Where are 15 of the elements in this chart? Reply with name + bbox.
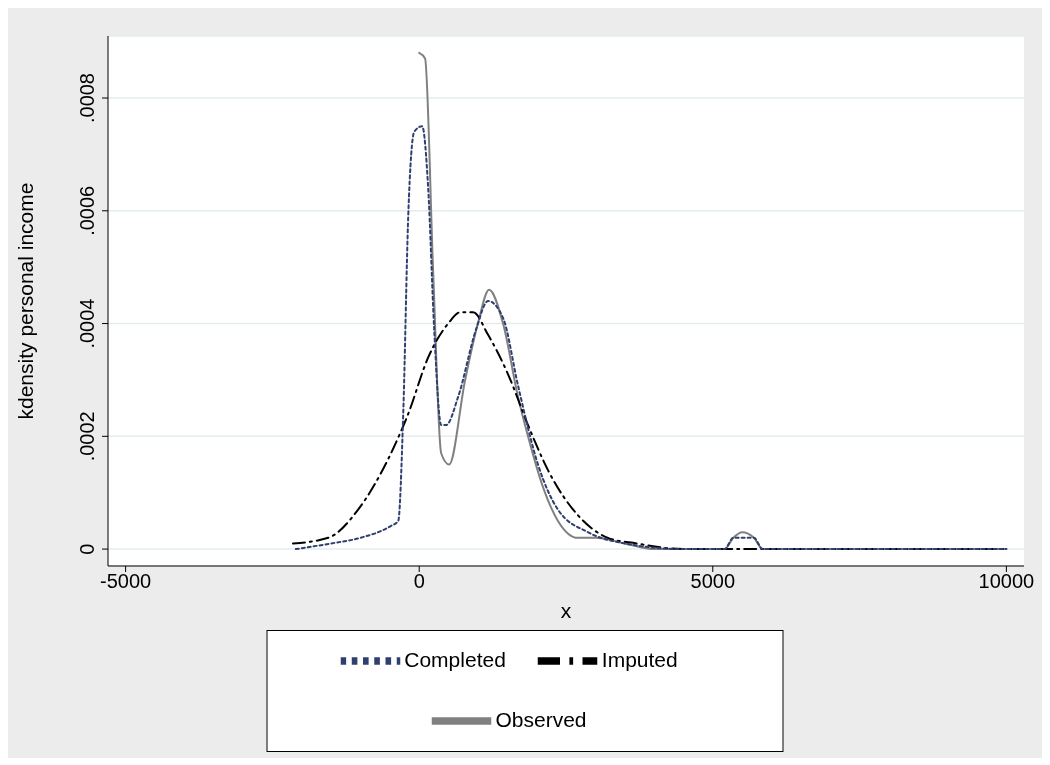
x-tick-label: -5000 bbox=[100, 570, 152, 593]
x-tick-label: 5000 bbox=[690, 570, 736, 593]
y-tick-label: .0006 bbox=[76, 185, 98, 236]
x-axis-title: x bbox=[560, 599, 572, 622]
legend-label: Completed bbox=[404, 647, 506, 671]
y-tick-label: 0 bbox=[76, 543, 98, 555]
legend-label: Imputed bbox=[601, 647, 678, 671]
y-tick-label: .0002 bbox=[76, 411, 98, 462]
x-tick-label: 0 bbox=[413, 570, 425, 593]
legend-label: Observed bbox=[495, 707, 587, 731]
y-tick-label: .0008 bbox=[76, 72, 98, 124]
y-tick-label: .0004 bbox=[76, 298, 98, 349]
line-series bbox=[294, 125, 1008, 551]
x-tick-label: 10000 bbox=[978, 570, 1035, 593]
y-axis-title: kdensity personal income bbox=[14, 182, 38, 420]
